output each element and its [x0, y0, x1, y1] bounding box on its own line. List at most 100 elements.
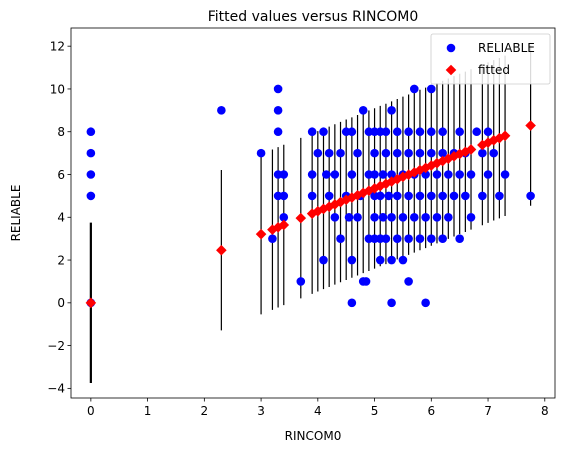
observed-point-38	[353, 148, 362, 158]
observed-point-59	[381, 148, 391, 158]
observed-point-97	[438, 191, 447, 201]
x-tick-label: 7	[484, 404, 492, 418]
observed-point-35	[347, 170, 357, 179]
x-tick-label: 3	[257, 404, 265, 418]
observed-point-64	[387, 212, 396, 222]
observed-point-90	[427, 191, 436, 201]
fitted-point-13	[340, 194, 352, 206]
observed-point-17	[307, 191, 317, 201]
fitted-point-1	[216, 244, 227, 256]
observed-point-112	[478, 191, 487, 201]
observed-point-69	[392, 148, 402, 158]
observed-point-70	[392, 127, 402, 137]
plot-frame	[70, 27, 556, 399]
observed-point-93	[427, 84, 436, 94]
fitted-point-26	[414, 164, 426, 176]
observed-point-109	[466, 212, 476, 222]
fitted-point-40	[499, 130, 511, 142]
observed-point-78	[404, 127, 413, 137]
observed-point-82	[415, 234, 425, 243]
y-axis-title: RELIABLE	[9, 185, 23, 242]
legend-label-reliable: RELIABLE	[478, 41, 535, 55]
observed-point-116	[489, 148, 499, 158]
observed-point-26	[330, 212, 340, 222]
observed-point-24	[324, 191, 334, 201]
observed-point-118	[500, 170, 510, 179]
y-tick-label: 6	[57, 168, 65, 182]
fitted-point-37	[482, 137, 494, 148]
observed-point-60	[381, 127, 391, 137]
observed-point-13	[279, 212, 289, 222]
observed-point-95	[432, 170, 442, 179]
observed-point-106	[455, 127, 464, 137]
observed-point-11	[273, 106, 283, 115]
fitted-point-7	[306, 208, 318, 219]
y-tick-label: 2	[57, 253, 65, 267]
observed-point-114	[483, 170, 493, 179]
fitted-point-30	[437, 155, 448, 167]
observed-point-89	[427, 234, 436, 243]
fitted-point-11	[329, 199, 341, 210]
fitted-point-32	[448, 151, 460, 162]
x-tick-label: 1	[144, 404, 152, 418]
fitted-point-22	[391, 173, 403, 185]
fitted-point-35	[465, 144, 477, 155]
observed-point-119	[526, 191, 535, 201]
x-tick-label: 2	[201, 404, 209, 418]
legend-box	[430, 33, 551, 85]
observed-point-1	[86, 191, 96, 201]
observed-point-65	[387, 170, 396, 179]
observed-point-7	[268, 234, 277, 243]
fitted-point-4	[272, 222, 284, 233]
x-tick-label: 4	[314, 404, 322, 418]
y-tick-label: 10	[50, 82, 65, 96]
observed-point-87	[421, 212, 430, 222]
fitted-point-3	[267, 224, 278, 235]
observed-point-29	[336, 148, 345, 158]
observed-point-49	[370, 170, 379, 179]
fitted-point-19	[374, 180, 386, 192]
observed-point-4	[86, 127, 96, 137]
observed-point-67	[392, 234, 402, 243]
x-tick-label: 6	[427, 404, 435, 418]
observed-point-18	[307, 170, 317, 179]
observed-point-28	[336, 234, 345, 243]
observed-point-41	[358, 106, 368, 115]
observed-point-12	[273, 84, 283, 94]
observed-point-42	[361, 277, 371, 286]
observed-point-52	[375, 255, 385, 265]
observed-point-58	[381, 234, 391, 243]
observed-point-61	[384, 191, 394, 201]
observed-point-16	[296, 277, 306, 286]
fitted-point-9	[318, 203, 329, 215]
observed-point-86	[421, 298, 430, 308]
observed-point-74	[404, 277, 413, 286]
fitted-point-14	[346, 192, 358, 203]
fitted-points	[85, 120, 536, 309]
fitted-point-2	[255, 228, 267, 240]
fitted-point-17	[363, 185, 375, 197]
observed-point-62	[387, 298, 396, 308]
observed-point-66	[387, 106, 396, 115]
observed-point-25	[324, 148, 334, 158]
observed-point-56	[378, 212, 388, 222]
fitted-point-41	[525, 120, 536, 131]
observed-point-37	[353, 212, 362, 222]
observed-point-19	[307, 127, 317, 137]
observed-point-81	[409, 84, 419, 94]
fitted-point-39	[494, 132, 505, 144]
fitted-point-15	[352, 189, 363, 201]
observed-point-20	[313, 148, 323, 158]
y-tick-label: 12	[50, 39, 65, 53]
observed-point-92	[427, 127, 436, 137]
observed-point-113	[478, 148, 487, 158]
x-tick-label: 8	[541, 404, 549, 418]
observed-point-104	[455, 234, 464, 243]
observed-point-3	[86, 148, 96, 158]
observed-point-94	[432, 212, 442, 222]
observed-point-105	[455, 170, 464, 179]
observed-point-10	[273, 127, 283, 137]
y-tick-label: −4	[47, 382, 65, 396]
observed-point-102	[449, 191, 459, 201]
